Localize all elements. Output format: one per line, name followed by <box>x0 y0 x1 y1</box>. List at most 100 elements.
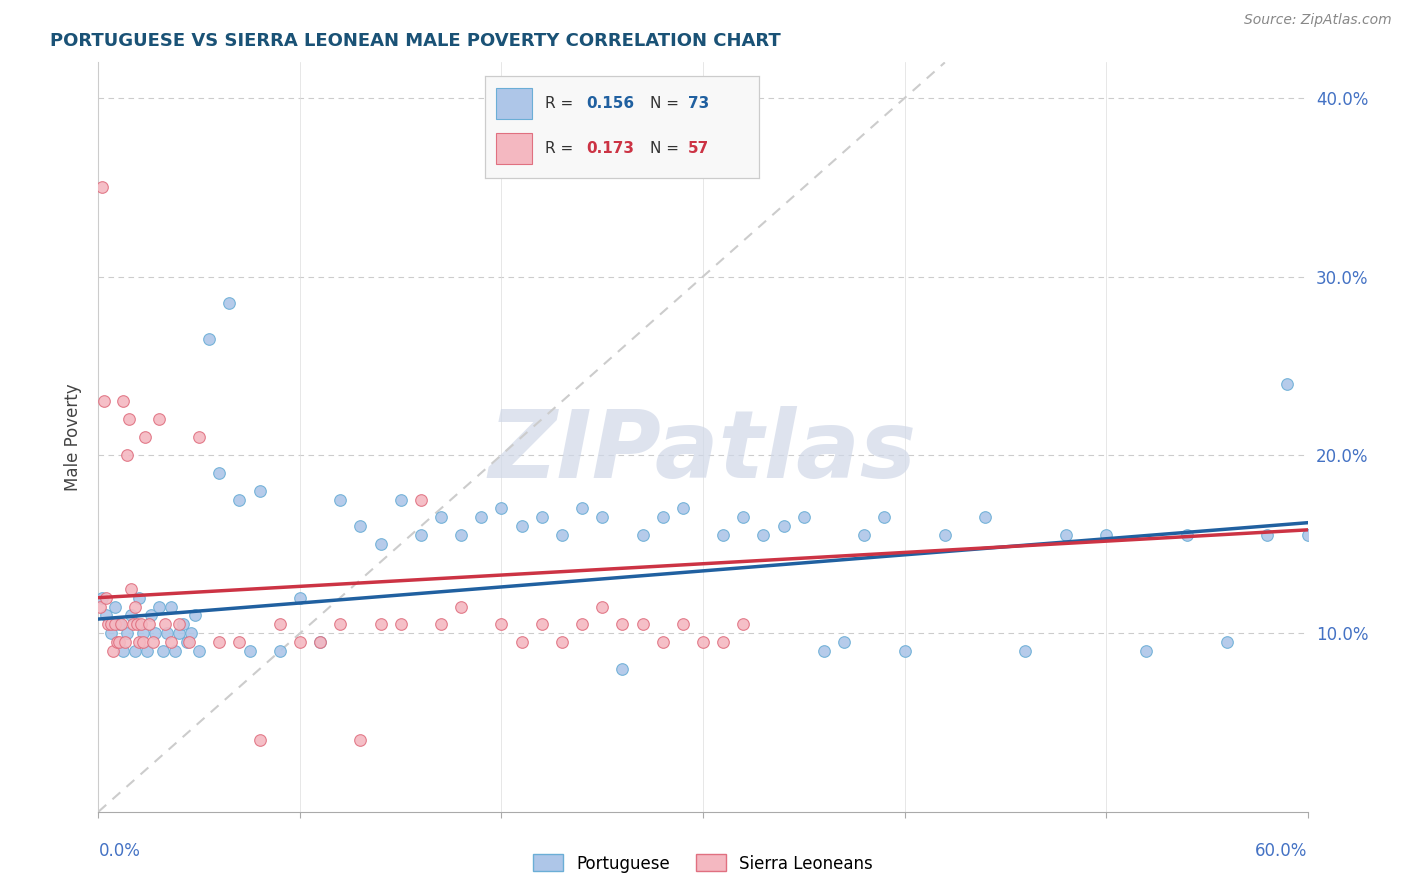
Point <box>111 644 134 658</box>
Point <box>218 296 240 310</box>
Point <box>893 644 915 658</box>
Point <box>651 635 673 649</box>
Point <box>103 599 125 614</box>
Text: 0.156: 0.156 <box>586 96 634 111</box>
Point <box>138 617 160 632</box>
Point <box>107 617 129 632</box>
Point <box>100 617 122 632</box>
Text: N =: N = <box>650 141 683 156</box>
Point <box>612 662 634 676</box>
Point <box>370 617 392 632</box>
Point <box>249 483 271 498</box>
Point <box>813 644 835 658</box>
Point <box>121 617 143 632</box>
Text: 0.173: 0.173 <box>586 141 634 156</box>
Point <box>96 591 118 605</box>
Point <box>128 635 150 649</box>
Point <box>139 608 162 623</box>
Point <box>430 510 453 524</box>
Point <box>631 617 654 632</box>
Point <box>1216 635 1239 649</box>
Point <box>179 635 201 649</box>
Point <box>692 635 714 649</box>
Point <box>91 591 114 605</box>
Point <box>111 394 134 409</box>
Point <box>249 733 271 747</box>
Point <box>124 599 146 614</box>
Point <box>793 510 815 524</box>
Point <box>389 617 412 632</box>
Point <box>571 501 593 516</box>
Point <box>228 635 250 649</box>
Point <box>409 528 432 542</box>
Point <box>309 635 332 649</box>
Point <box>672 617 695 632</box>
Point <box>143 626 166 640</box>
Point <box>89 599 111 614</box>
Point <box>832 635 855 649</box>
Point <box>288 591 311 605</box>
Point <box>612 617 634 632</box>
Point <box>105 635 128 649</box>
Point <box>148 599 170 614</box>
Point <box>752 528 775 542</box>
Bar <box>496 133 531 164</box>
Point <box>188 430 211 444</box>
Point <box>115 448 138 462</box>
Point <box>125 617 148 632</box>
Point <box>329 492 352 507</box>
Point <box>152 644 174 658</box>
Point <box>853 528 876 542</box>
Point <box>142 635 165 649</box>
Point <box>269 617 291 632</box>
Point <box>114 635 136 649</box>
Point <box>132 626 155 640</box>
Point <box>163 644 186 658</box>
Point <box>128 591 150 605</box>
Text: PORTUGUESE VS SIERRA LEONEAN MALE POVERTY CORRELATION CHART: PORTUGUESE VS SIERRA LEONEAN MALE POVERT… <box>51 32 780 50</box>
Text: Source: ZipAtlas.com: Source: ZipAtlas.com <box>1244 13 1392 28</box>
Point <box>91 180 114 194</box>
Point <box>491 501 513 516</box>
Point <box>228 492 250 507</box>
Point <box>184 608 207 623</box>
Point <box>124 644 146 658</box>
Point <box>101 644 124 658</box>
Point <box>160 635 183 649</box>
Point <box>198 332 221 346</box>
Point <box>97 617 120 632</box>
Point <box>1256 528 1278 542</box>
Text: 60.0%: 60.0% <box>1256 842 1308 860</box>
Point <box>1054 528 1077 542</box>
Point <box>110 617 132 632</box>
Point <box>1095 528 1118 542</box>
Point <box>160 599 183 614</box>
Point <box>93 394 115 409</box>
Point <box>100 626 122 640</box>
Point <box>239 644 262 658</box>
Point <box>551 528 574 542</box>
Point <box>672 501 695 516</box>
Point <box>1277 376 1299 391</box>
Point <box>510 519 533 533</box>
Text: R =: R = <box>546 141 578 156</box>
Point <box>208 466 231 480</box>
Point <box>370 537 392 551</box>
Point <box>409 492 432 507</box>
Point <box>1014 644 1036 658</box>
Text: 57: 57 <box>688 141 709 156</box>
Point <box>1135 644 1157 658</box>
Point <box>153 617 176 632</box>
Point <box>491 617 513 632</box>
Point <box>135 644 157 658</box>
Point <box>430 617 453 632</box>
Point <box>156 626 179 640</box>
Text: N =: N = <box>650 96 683 111</box>
Point <box>120 608 142 623</box>
Point <box>389 492 412 507</box>
Point <box>1296 528 1319 542</box>
Point <box>129 617 152 632</box>
Point <box>551 635 574 649</box>
Point <box>134 430 156 444</box>
Point <box>450 528 472 542</box>
